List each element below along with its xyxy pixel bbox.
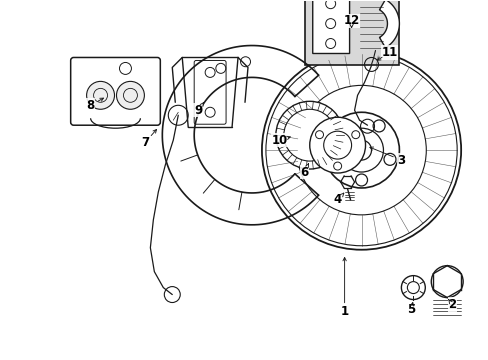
Circle shape [315, 131, 323, 139]
Text: 6: 6 [300, 166, 308, 179]
FancyBboxPatch shape [71, 58, 160, 125]
Circle shape [116, 81, 144, 109]
Text: 5: 5 [407, 303, 415, 316]
Text: 11: 11 [381, 46, 397, 59]
Circle shape [309, 117, 365, 173]
Polygon shape [379, 0, 399, 48]
Circle shape [372, 120, 385, 132]
Bar [304, 0, 399, 66]
Circle shape [401, 276, 425, 300]
Text: 8: 8 [86, 99, 95, 112]
Circle shape [275, 101, 343, 169]
Circle shape [337, 120, 349, 132]
Circle shape [326, 153, 338, 165]
Text: 3: 3 [397, 154, 405, 167]
Text: 12: 12 [343, 14, 359, 27]
Circle shape [323, 112, 399, 188]
Circle shape [430, 266, 462, 298]
Text: 4: 4 [333, 193, 341, 206]
Text: 7: 7 [141, 136, 149, 149]
Circle shape [383, 153, 395, 165]
Circle shape [333, 162, 341, 170]
Text: 10: 10 [271, 134, 287, 147]
Circle shape [283, 109, 335, 161]
Text: 9: 9 [194, 104, 202, 117]
Text: 1: 1 [340, 305, 348, 318]
Circle shape [351, 131, 359, 139]
Polygon shape [312, 0, 349, 54]
Circle shape [355, 174, 367, 186]
Text: 2: 2 [447, 298, 455, 311]
Circle shape [86, 81, 114, 109]
